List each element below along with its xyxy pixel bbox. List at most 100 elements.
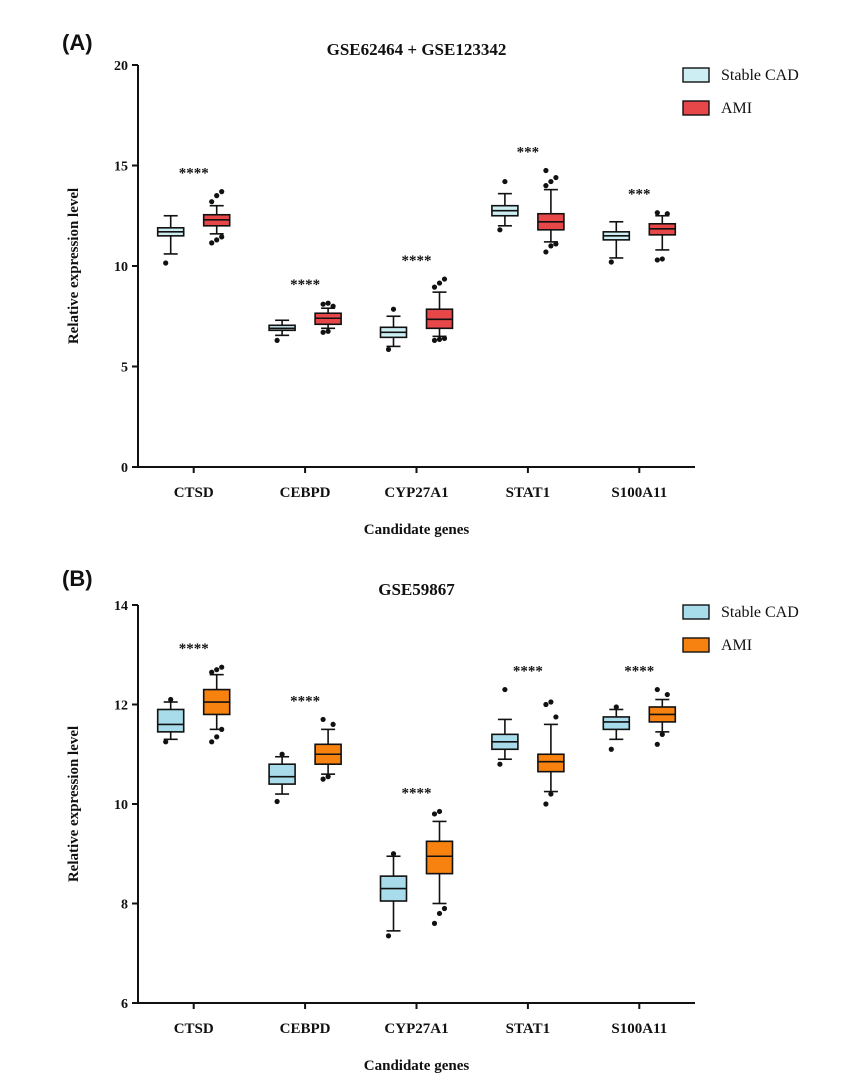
x-tick-label: CEBPD <box>280 1021 331 1037</box>
significance-label: **** <box>513 664 543 680</box>
chart-title: GSE59867 <box>378 580 455 599</box>
outlier-point <box>497 761 503 767</box>
outlier-point <box>274 337 280 343</box>
x-tick-label: S100A11 <box>611 1021 667 1037</box>
legend-label: Stable CAD <box>721 67 799 84</box>
outlier-point <box>548 178 554 185</box>
outlier-point <box>502 178 508 185</box>
outlier-point <box>214 237 220 243</box>
outlier-point <box>441 276 448 282</box>
outlier-point <box>654 686 660 693</box>
outlier-point <box>431 337 438 343</box>
legend-swatch <box>682 604 710 620</box>
outlier-point <box>502 686 508 693</box>
y-tick-label: 8 <box>121 898 128 913</box>
box-stable-cad <box>602 716 631 731</box>
outlier-point <box>548 791 554 797</box>
outlier-point <box>163 739 169 745</box>
box-stable-cad <box>156 708 185 733</box>
outlier-point <box>659 256 665 262</box>
legend-swatch <box>682 100 710 116</box>
chart-a: GSE62464 + GSE123342 0 5 10 15 20 Relative exp… <box>66 40 799 538</box>
outlier-point <box>654 210 660 216</box>
outlier-point <box>325 300 331 306</box>
outlier-point <box>274 798 280 805</box>
legend-swatch <box>682 637 710 653</box>
outlier-point <box>436 910 443 917</box>
legend-label: AMI <box>721 637 752 654</box>
outlier-point <box>543 701 549 708</box>
y-tick-label: 10 <box>114 260 128 275</box>
outlier-point <box>320 776 326 782</box>
outlier-point <box>553 174 559 181</box>
outlier-point <box>214 734 220 740</box>
significance-label: **** <box>179 166 209 182</box>
outlier-point <box>543 801 549 807</box>
x-tick-label: CYP27A1 <box>384 1021 448 1037</box>
outlier-point <box>441 335 448 341</box>
outlier-point <box>390 851 397 857</box>
outlier-point <box>385 346 392 353</box>
panel-a-label: (A) <box>62 30 93 55</box>
outlier-point <box>219 726 225 732</box>
outlier-point <box>219 189 225 195</box>
outlier-point <box>553 714 559 720</box>
chart-title: GSE62464 + GSE123342 <box>327 40 507 59</box>
outlier-point <box>214 667 220 673</box>
y-axis-label: Relative expression level <box>66 188 82 344</box>
outlier-point <box>553 241 559 247</box>
outlier-point <box>659 731 665 737</box>
outlier-point <box>608 259 614 265</box>
outlier-point <box>543 249 549 255</box>
outlier-point <box>219 664 225 670</box>
outlier-point <box>613 704 619 710</box>
x-tick-label: S100A11 <box>611 485 667 501</box>
outlier-point <box>436 280 443 286</box>
outlier-point <box>320 329 326 335</box>
outlier-point <box>214 193 220 199</box>
y-tick-label: 20 <box>114 59 128 74</box>
x-tick-label: CTSD <box>174 1021 214 1037</box>
x-axis-label: Candidate genes <box>364 1058 470 1074</box>
outlier-point <box>497 227 503 233</box>
significance-label: **** <box>290 277 320 293</box>
outlier-point <box>664 211 670 217</box>
y-tick-label: 0 <box>121 461 128 476</box>
x-tick-label: CTSD <box>174 485 214 501</box>
significance-label: **** <box>624 664 654 680</box>
significance-label: *** <box>517 145 540 161</box>
outlier-point <box>330 303 336 309</box>
x-tick-label: STAT1 <box>506 485 550 501</box>
outlier-point <box>543 167 549 174</box>
outlier-point <box>330 721 336 728</box>
y-tick-label: 15 <box>114 160 128 175</box>
significance-label: *** <box>628 187 651 203</box>
outlier-point <box>436 808 443 815</box>
y-tick-label: 14 <box>114 599 128 614</box>
outlier-point <box>436 336 443 342</box>
y-tick-label: 6 <box>121 997 128 1012</box>
outlier-point <box>390 306 397 312</box>
outlier-point <box>608 746 614 752</box>
outlier-point <box>431 811 438 817</box>
y-axis-label: Relative expression level <box>66 726 82 882</box>
box-ami <box>537 753 565 773</box>
outlier-point <box>325 328 331 334</box>
outlier-point <box>431 284 438 290</box>
box-ami <box>425 840 454 875</box>
panel-b-label: (B) <box>62 566 93 591</box>
outlier-point <box>548 243 554 249</box>
significance-label: **** <box>402 785 432 801</box>
x-tick-label: CEBPD <box>280 485 331 501</box>
y-tick-label: 5 <box>121 361 128 376</box>
outlier-point <box>209 739 215 745</box>
outlier-point <box>209 240 215 246</box>
significance-label: **** <box>402 253 432 269</box>
outlier-point <box>168 696 174 703</box>
y-tick-label: 10 <box>114 798 128 813</box>
outlier-point <box>163 260 169 266</box>
outlier-point <box>664 691 670 698</box>
y-tick-label: 12 <box>114 699 128 714</box>
x-tick-label: STAT1 <box>506 1021 550 1037</box>
